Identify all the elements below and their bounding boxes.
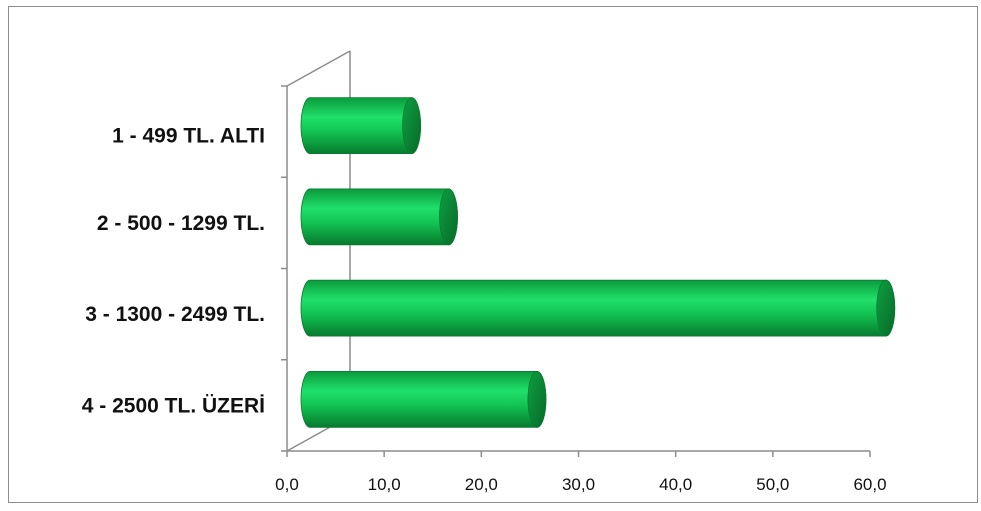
- category-label: 3 - 1300 - 2499 TL.: [85, 303, 265, 326]
- bar-cap: [527, 370, 547, 428]
- x-tick-label: 50,0: [756, 475, 789, 494]
- x-tick-label: 10,0: [368, 475, 401, 494]
- x-tick-label: 20,0: [465, 475, 498, 494]
- bar: [300, 279, 896, 337]
- labels: 0,0 10,0 20,0 30,0 40,0 50,0 60,0 1 - 499 TL. A…: [82, 125, 887, 494]
- top-depth-line: [286, 50, 351, 87]
- x-tick-label: 40,0: [659, 475, 692, 494]
- bar: [300, 188, 458, 246]
- bar-body: [300, 188, 458, 246]
- bar: [300, 97, 422, 155]
- bar: [300, 370, 547, 428]
- bar-body: [300, 279, 896, 337]
- category-label: 4 - 2500 TL. ÜZERİ: [82, 394, 265, 417]
- bar-body: [300, 370, 547, 428]
- x-tick-label: 30,0: [562, 475, 595, 494]
- bar-cap: [876, 279, 896, 337]
- bar-cap: [439, 188, 458, 246]
- bars: [300, 97, 896, 428]
- x-tick-label: 0,0: [275, 475, 299, 494]
- bar-cap: [402, 97, 422, 155]
- x-tick-label: 60,0: [853, 475, 886, 494]
- category-label: 2 - 500 - 1299 TL.: [97, 212, 265, 235]
- category-label: 1 - 499 TL. ALTI: [112, 125, 265, 148]
